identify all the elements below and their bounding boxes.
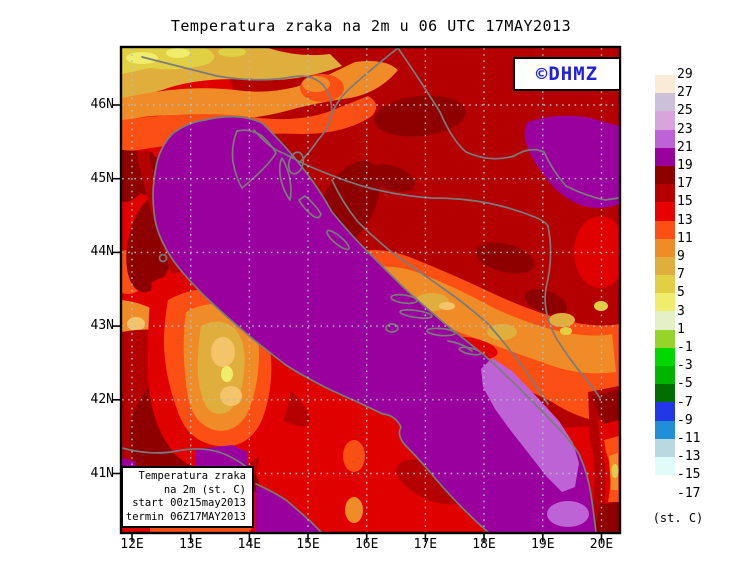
legend-tick: 23: [677, 121, 693, 137]
legend-colorbar: [655, 75, 675, 494]
legend-swatch: [655, 384, 675, 403]
legend-tick: 1: [677, 321, 685, 337]
legend-tick: -7: [677, 394, 693, 410]
legend-tick: -3: [677, 358, 693, 374]
legend-tick: 3: [677, 303, 685, 319]
legend-tick: 25: [677, 103, 693, 119]
gridlines: [122, 48, 618, 532]
lat-label-44n: 44N: [90, 244, 114, 260]
legend-swatch: [655, 402, 675, 421]
dhmz-label: ©DHMZ: [535, 63, 599, 85]
legend-swatch: [655, 238, 675, 257]
temperature-field: [122, 48, 619, 532]
lat-label-43n: 43N: [90, 318, 114, 334]
legend-tick: 17: [677, 176, 693, 192]
info-box: Temperatura zraka na 2m (st. C) start 00…: [121, 466, 254, 528]
legend-tick: -9: [677, 412, 693, 428]
legend-tick: -15: [677, 467, 701, 483]
legend-swatch: [655, 147, 675, 166]
legend-tick: 11: [677, 230, 693, 246]
legend-swatch: [655, 256, 675, 276]
legend-swatch: [655, 366, 675, 385]
legend-swatch: [655, 75, 675, 94]
legend-swatch: [655, 165, 675, 185]
legend-tick: 27: [677, 85, 693, 101]
legend-tick: 13: [677, 212, 693, 228]
lon-label-13e: 13E: [178, 537, 203, 552]
legend-swatch: [655, 329, 675, 348]
legend-tick: -13: [677, 449, 701, 465]
lat-label-41n: 41N: [90, 465, 114, 481]
lon-label-16e: 16E: [354, 537, 379, 552]
legend-tick: 5: [677, 285, 685, 301]
info-line-1: Temperatura zraka: [138, 470, 246, 482]
info-line-2: na 2m (st. C): [163, 483, 246, 496]
legend-tick: 21: [677, 139, 693, 155]
adriatic-sea: [153, 116, 596, 532]
info-line-4: termin 06Z17MAY2013: [125, 510, 246, 523]
lat-label-42n: 42N: [90, 391, 114, 407]
legend-swatch: [655, 456, 675, 476]
legend-swatch: [655, 420, 675, 439]
legend-tick: 19: [677, 158, 693, 173]
lon-label-19e: 19E: [531, 537, 555, 552]
legend-tick: -1: [677, 340, 693, 355]
legend-swatch: [655, 311, 675, 330]
lon-label-17e: 17E: [413, 537, 438, 552]
legend-swatch: [655, 129, 675, 148]
legend-swatch: [655, 220, 675, 239]
legend-swatch: [655, 275, 675, 294]
legend-swatch: [655, 293, 675, 312]
lat-label-46n: 46N: [90, 97, 114, 112]
legend-tick: -17: [677, 485, 701, 501]
legend-swatch: [655, 184, 675, 203]
dhmz-watermark-box: ©DHMZ: [513, 57, 621, 91]
legend-swatch: [655, 111, 675, 130]
legend-swatch: [655, 475, 675, 494]
lon-label-18e: 18E: [472, 537, 496, 552]
lon-label-15e: 15E: [296, 537, 320, 552]
axis-ticks: [112, 104, 603, 542]
legend-unit-label: (st. C): [652, 511, 704, 525]
legend-swatch: [655, 202, 675, 221]
map-border: [119, 45, 622, 535]
legend-swatch: [655, 93, 675, 112]
lon-label-20e: 20E: [589, 537, 614, 552]
coastlines-borders: [122, 48, 619, 532]
info-line-3: start 00z15may2013: [132, 497, 246, 509]
legend-tick: 9: [677, 249, 685, 264]
lat-label-45n: 45N: [90, 170, 114, 186]
legend-tick: 7: [677, 267, 685, 283]
legend-tick: 29: [677, 67, 693, 82]
lon-label-12e: 12E: [120, 537, 144, 552]
legend-tick: 15: [677, 194, 693, 210]
legend-tick: -11: [677, 431, 701, 446]
legend-swatch: [655, 438, 675, 457]
legend-tick: -5: [677, 376, 693, 392]
lon-label-14e: 14E: [237, 537, 262, 552]
legend-swatch: [655, 347, 675, 366]
page-title: Temperatura zraka na 2m u 06 UTC 17MAY20…: [170, 17, 572, 35]
